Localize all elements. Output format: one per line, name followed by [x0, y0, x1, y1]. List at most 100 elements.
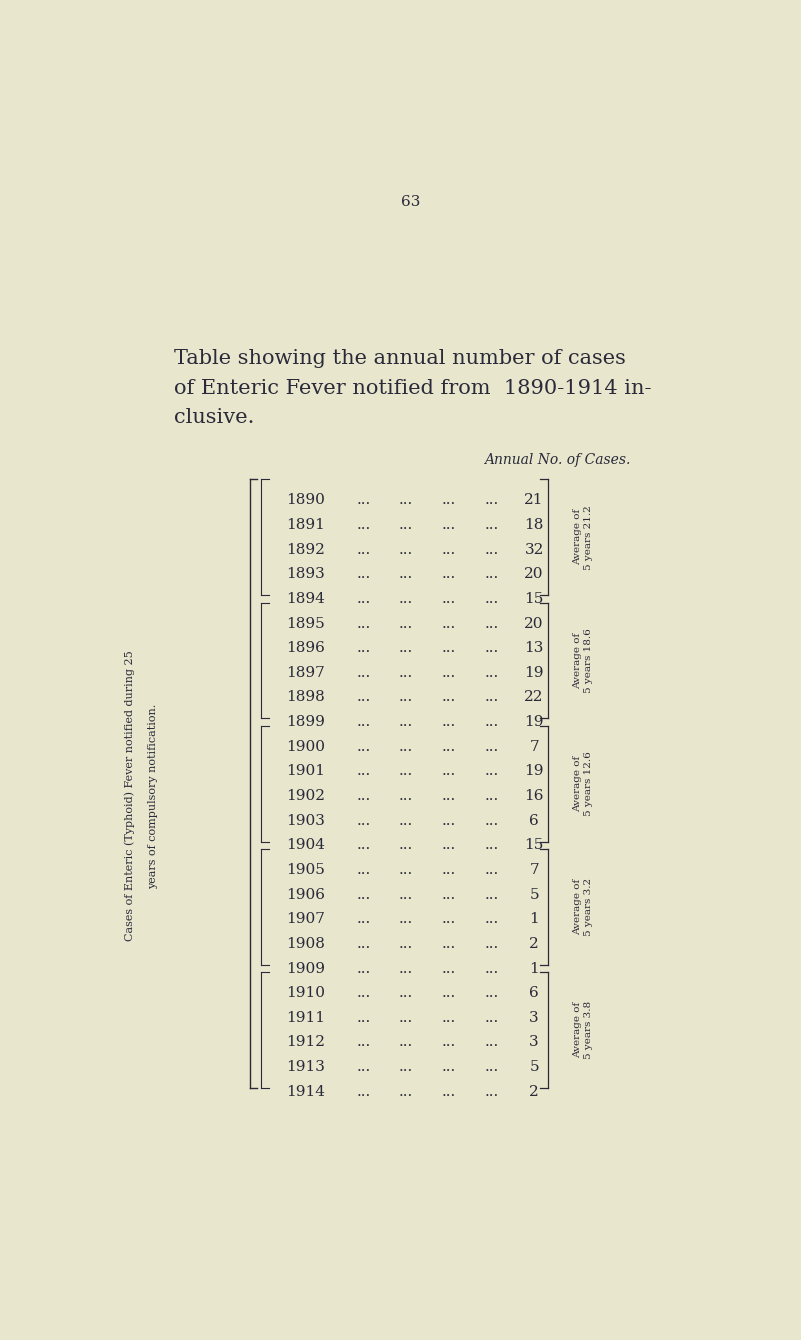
- Text: 22: 22: [525, 690, 544, 705]
- Text: ...: ...: [485, 716, 499, 729]
- Text: ...: ...: [399, 839, 413, 852]
- Text: 1899: 1899: [286, 716, 325, 729]
- Text: ...: ...: [399, 1010, 413, 1025]
- Text: ...: ...: [485, 543, 499, 556]
- Text: ...: ...: [399, 716, 413, 729]
- Text: ...: ...: [399, 863, 413, 876]
- Text: 1892: 1892: [286, 543, 325, 556]
- Text: ...: ...: [441, 592, 456, 606]
- Text: ...: ...: [399, 642, 413, 655]
- Text: ...: ...: [441, 543, 456, 556]
- Text: ...: ...: [441, 813, 456, 828]
- Text: ...: ...: [356, 1036, 371, 1049]
- Text: 19: 19: [525, 666, 544, 679]
- Text: ...: ...: [485, 616, 499, 631]
- Text: ...: ...: [356, 592, 371, 606]
- Text: ...: ...: [399, 690, 413, 705]
- Text: ...: ...: [441, 913, 456, 926]
- Text: ...: ...: [356, 543, 371, 556]
- Text: Annual No. of Cases.: Annual No. of Cases.: [484, 453, 630, 468]
- Text: ...: ...: [399, 937, 413, 951]
- Text: ...: ...: [356, 937, 371, 951]
- Text: ...: ...: [399, 764, 413, 779]
- Text: ...: ...: [399, 519, 413, 532]
- Text: ...: ...: [399, 913, 413, 926]
- Text: ...: ...: [485, 913, 499, 926]
- Text: 3: 3: [529, 1036, 539, 1049]
- Text: clusive.: clusive.: [174, 407, 254, 427]
- Text: 1912: 1912: [286, 1036, 325, 1049]
- Text: ...: ...: [356, 616, 371, 631]
- Text: ...: ...: [356, 666, 371, 679]
- Text: 5: 5: [529, 887, 539, 902]
- Text: ...: ...: [356, 962, 371, 976]
- Text: Table showing the annual number of cases: Table showing the annual number of cases: [174, 350, 626, 368]
- Text: ...: ...: [399, 1085, 413, 1099]
- Text: 15: 15: [525, 839, 544, 852]
- Text: ...: ...: [441, 493, 456, 508]
- Text: ...: ...: [399, 813, 413, 828]
- Text: ...: ...: [485, 1060, 499, 1075]
- Text: Average of
5 years 3.2: Average of 5 years 3.2: [574, 878, 593, 937]
- Text: of Enteric Fever notified from  1890-1914 in-: of Enteric Fever notified from 1890-1914…: [174, 379, 651, 398]
- Text: Average of
5 years 12.6: Average of 5 years 12.6: [574, 752, 593, 816]
- Text: ...: ...: [399, 962, 413, 976]
- Text: 1909: 1909: [286, 962, 325, 976]
- Text: 5: 5: [529, 1060, 539, 1075]
- Text: 1907: 1907: [286, 913, 325, 926]
- Text: 1904: 1904: [286, 839, 325, 852]
- Text: ...: ...: [356, 519, 371, 532]
- Text: ...: ...: [356, 740, 371, 754]
- Text: years of compulsory notification.: years of compulsory notification.: [148, 704, 158, 888]
- Text: ...: ...: [399, 592, 413, 606]
- Text: 1898: 1898: [286, 690, 325, 705]
- Text: ...: ...: [356, 1060, 371, 1075]
- Text: ...: ...: [399, 740, 413, 754]
- Text: ...: ...: [356, 887, 371, 902]
- Text: ...: ...: [356, 813, 371, 828]
- Text: ...: ...: [441, 519, 456, 532]
- Text: ...: ...: [485, 962, 499, 976]
- Text: ...: ...: [399, 543, 413, 556]
- Text: ...: ...: [356, 716, 371, 729]
- Text: 1891: 1891: [286, 519, 325, 532]
- Text: 1914: 1914: [286, 1085, 325, 1099]
- Text: ...: ...: [485, 1036, 499, 1049]
- Text: ...: ...: [485, 839, 499, 852]
- Text: ...: ...: [356, 764, 371, 779]
- Text: 1905: 1905: [286, 863, 325, 876]
- Text: ...: ...: [399, 887, 413, 902]
- Text: Average of
5 years 3.8: Average of 5 years 3.8: [574, 1001, 593, 1059]
- Text: 20: 20: [525, 616, 544, 631]
- Text: ...: ...: [399, 493, 413, 508]
- Text: ...: ...: [485, 813, 499, 828]
- Text: ...: ...: [485, 642, 499, 655]
- Text: Average of
5 years 21.2: Average of 5 years 21.2: [574, 505, 593, 570]
- Text: 1906: 1906: [286, 887, 325, 902]
- Text: Cases of Enteric (Typhoid) Fever notified during 25: Cases of Enteric (Typhoid) Fever notifie…: [124, 651, 135, 942]
- Text: ...: ...: [441, 887, 456, 902]
- Text: ...: ...: [441, 1036, 456, 1049]
- Text: ...: ...: [485, 666, 499, 679]
- Text: ...: ...: [356, 1010, 371, 1025]
- Text: ...: ...: [356, 986, 371, 1000]
- Text: 1890: 1890: [286, 493, 325, 508]
- Text: 32: 32: [525, 543, 544, 556]
- Text: 6: 6: [529, 986, 539, 1000]
- Text: 1903: 1903: [286, 813, 325, 828]
- Text: ...: ...: [485, 764, 499, 779]
- Text: 3: 3: [529, 1010, 539, 1025]
- Text: 13: 13: [525, 642, 544, 655]
- Text: ...: ...: [356, 789, 371, 803]
- Text: ...: ...: [356, 913, 371, 926]
- Text: ...: ...: [441, 937, 456, 951]
- Text: ...: ...: [485, 519, 499, 532]
- Text: ...: ...: [441, 740, 456, 754]
- Text: ...: ...: [399, 789, 413, 803]
- Text: ...: ...: [399, 986, 413, 1000]
- Text: ...: ...: [485, 986, 499, 1000]
- Text: 1: 1: [529, 913, 539, 926]
- Text: ...: ...: [441, 839, 456, 852]
- Text: ...: ...: [356, 493, 371, 508]
- Text: ...: ...: [441, 863, 456, 876]
